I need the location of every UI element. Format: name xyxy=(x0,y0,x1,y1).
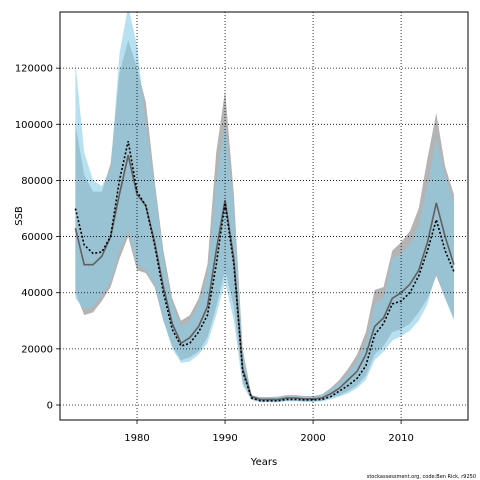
confidence-band xyxy=(75,12,454,403)
x-axis-label: Years xyxy=(250,457,277,468)
plot-frame xyxy=(59,11,469,421)
y-axis-label: SSB xyxy=(14,206,25,226)
y-tick-label: 100000 xyxy=(15,120,53,131)
y-tick-label: 0 xyxy=(47,401,53,412)
line xyxy=(74,140,455,402)
y-tick-label: 120000 xyxy=(15,64,53,75)
y-tick-label: 40000 xyxy=(21,288,53,299)
y-tick-label: 20000 xyxy=(21,344,53,355)
y-tick-label: 60000 xyxy=(21,232,53,243)
y-tick-label: 80000 xyxy=(21,176,53,187)
x-tick-label: 2000 xyxy=(300,433,325,444)
line xyxy=(74,154,455,401)
x-tick-label: 1990 xyxy=(212,433,237,444)
x-tick-label: 1980 xyxy=(124,433,149,444)
plot-area xyxy=(74,12,455,403)
footnote: stockassessment.org, code:Ben Rick, r925… xyxy=(367,474,476,480)
x-tick-label: 2010 xyxy=(388,433,413,444)
